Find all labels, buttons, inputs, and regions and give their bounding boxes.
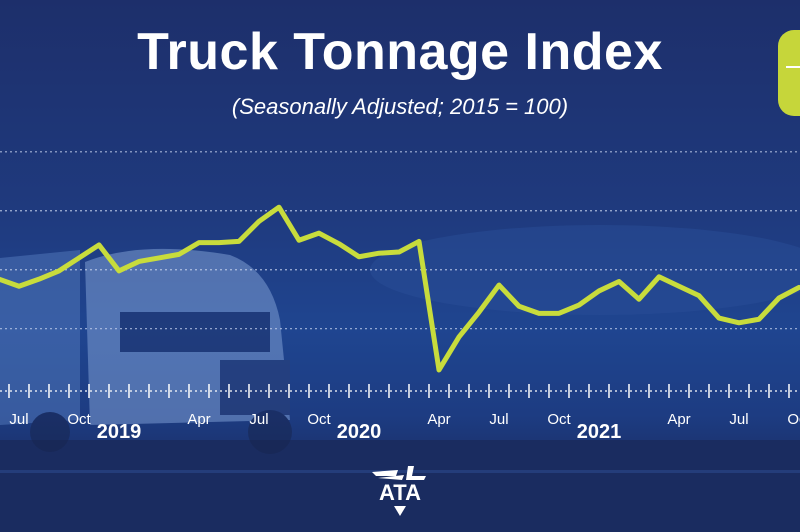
chart-subtitle: (Seasonally Adjusted; 2015 = 100)	[231, 94, 569, 119]
data-point	[678, 285, 680, 287]
month-tick-label: Jul	[249, 411, 268, 428]
data-point	[798, 286, 800, 288]
data-point	[518, 305, 520, 307]
month-tick-label: Jul	[489, 411, 508, 428]
data-point	[458, 336, 460, 338]
data-point	[698, 295, 700, 297]
data-point	[358, 256, 360, 258]
data-point	[178, 253, 180, 255]
data-point	[38, 278, 40, 280]
ata-logo: ATA	[368, 462, 432, 518]
tab-line-icon	[786, 66, 800, 68]
data-point	[378, 252, 380, 254]
data-point	[338, 243, 340, 245]
month-tick-label: Jul	[729, 411, 748, 428]
data-point	[438, 369, 440, 371]
month-tick-label: Oct	[787, 411, 800, 428]
data-point	[78, 257, 80, 259]
data-point	[398, 251, 400, 253]
data-point	[318, 232, 320, 234]
data-point	[158, 257, 160, 259]
truck-silhouette	[0, 248, 292, 454]
ata-logo-text: ATA	[379, 480, 421, 505]
data-point	[598, 290, 600, 292]
data-point	[638, 298, 640, 300]
data-point	[778, 297, 780, 299]
data-point	[738, 322, 740, 324]
data-point	[478, 311, 480, 313]
data-point	[298, 239, 300, 241]
month-tick-label: Jul	[9, 411, 28, 428]
year-label: 2019	[97, 421, 142, 443]
year-label: 2020	[337, 421, 382, 443]
data-point	[278, 206, 280, 208]
data-point	[718, 317, 720, 319]
data-point	[658, 276, 660, 278]
data-point	[58, 270, 60, 272]
month-tick-label: Apr	[187, 411, 210, 428]
year-label: 2021	[577, 421, 622, 443]
data-point	[198, 242, 200, 244]
month-tick-label: Apr	[427, 411, 450, 428]
data-point	[418, 240, 420, 242]
data-point	[98, 244, 100, 246]
data-point	[498, 284, 500, 286]
month-tick-label: Oct	[67, 411, 91, 428]
month-tick-label: Oct	[547, 411, 571, 428]
data-point	[558, 312, 560, 314]
side-tab[interactable]	[778, 30, 800, 116]
month-tick-label: Apr	[667, 411, 690, 428]
data-point	[118, 270, 120, 272]
data-point	[618, 281, 620, 283]
ata-logo-mark-icon	[372, 466, 426, 516]
data-point	[258, 220, 260, 222]
road	[0, 440, 800, 532]
series-line	[0, 204, 800, 373]
month-tick-label: Oct	[307, 411, 331, 428]
data-point	[538, 312, 540, 314]
data-point	[758, 318, 760, 320]
road-stripe	[0, 470, 800, 473]
data-point	[238, 240, 240, 242]
page-title: Truck Tonnage Index	[137, 23, 663, 81]
data-point	[218, 242, 220, 244]
data-point	[578, 304, 580, 306]
data-point	[138, 260, 140, 262]
data-point	[18, 285, 20, 287]
